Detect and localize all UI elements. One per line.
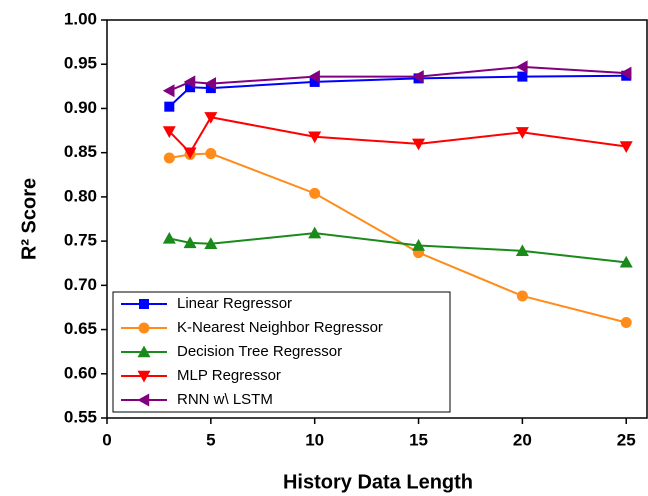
marker: [137, 370, 151, 383]
marker: [204, 77, 217, 91]
marker: [183, 236, 197, 249]
marker: [619, 255, 633, 268]
marker: [412, 70, 424, 84]
marker: [309, 76, 320, 87]
y-tick-label: 0.70: [64, 275, 97, 294]
marker: [204, 112, 218, 124]
y-tick-label: 0.65: [64, 319, 97, 338]
y-tick-label: 0.90: [64, 98, 97, 117]
marker: [162, 126, 176, 138]
legend-box: [112, 291, 451, 413]
x-tick-label: 20: [513, 430, 532, 449]
marker: [163, 152, 175, 164]
marker: [620, 316, 632, 328]
marker: [308, 131, 322, 144]
marker: [517, 71, 528, 82]
legend-label: MLP Regressor: [177, 367, 281, 384]
marker: [137, 393, 150, 407]
plot-frame: [106, 19, 648, 419]
y-tick-label: 1.00: [64, 9, 97, 28]
x-axis-title: History Data Length: [283, 471, 473, 493]
marker: [204, 237, 218, 249]
marker: [137, 345, 151, 358]
marker: [185, 82, 196, 93]
y-tick-label: 0.80: [64, 186, 97, 205]
marker: [515, 127, 529, 139]
legend-label: Decision Tree Regressor: [177, 343, 342, 360]
marker: [162, 231, 176, 244]
marker: [164, 101, 175, 112]
marker: [308, 70, 320, 84]
legend-label: Linear Regressor: [177, 295, 292, 312]
marker: [515, 244, 529, 257]
y-tick-label: 0.95: [64, 54, 97, 73]
x-tick-label: 15: [409, 430, 428, 449]
y-axis-title: R² Score: [18, 178, 40, 260]
marker: [516, 290, 528, 302]
marker: [308, 226, 322, 239]
marker: [162, 84, 175, 98]
marker: [619, 141, 633, 153]
marker: [183, 147, 197, 160]
y-tick-label: 0.75: [64, 231, 97, 250]
legend: Linear Regressor K-Nearest Neighbor Regre…: [112, 291, 451, 413]
marker: [138, 322, 150, 334]
marker: [205, 148, 217, 160]
y-tick-label: 0.85: [64, 142, 97, 161]
x-tick-label: 10: [305, 430, 324, 449]
series-line: [168, 116, 627, 155]
series-line: [169, 232, 627, 264]
marker: [183, 75, 196, 89]
y-tick-label: 0.60: [64, 363, 97, 382]
marker: [619, 66, 632, 80]
marker: [412, 138, 426, 151]
legend-label: K-Nearest Neighbor Regressor: [177, 319, 383, 336]
series-line: [168, 74, 627, 108]
legend-label: RNN w\ LSTM: [177, 391, 273, 408]
x-tick-label: 25: [617, 430, 636, 449]
marker: [205, 83, 216, 94]
marker: [139, 299, 149, 309]
y-tick-label: 0.55: [64, 407, 97, 426]
marker: [515, 60, 528, 74]
marker: [309, 187, 321, 199]
x-tick-label: 5: [206, 430, 215, 449]
x-tick-label: 0: [102, 430, 111, 449]
marker: [412, 239, 426, 251]
